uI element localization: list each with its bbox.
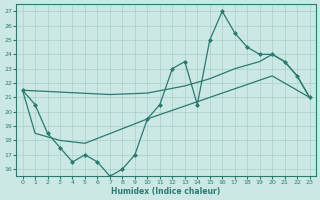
- X-axis label: Humidex (Indice chaleur): Humidex (Indice chaleur): [111, 187, 221, 196]
